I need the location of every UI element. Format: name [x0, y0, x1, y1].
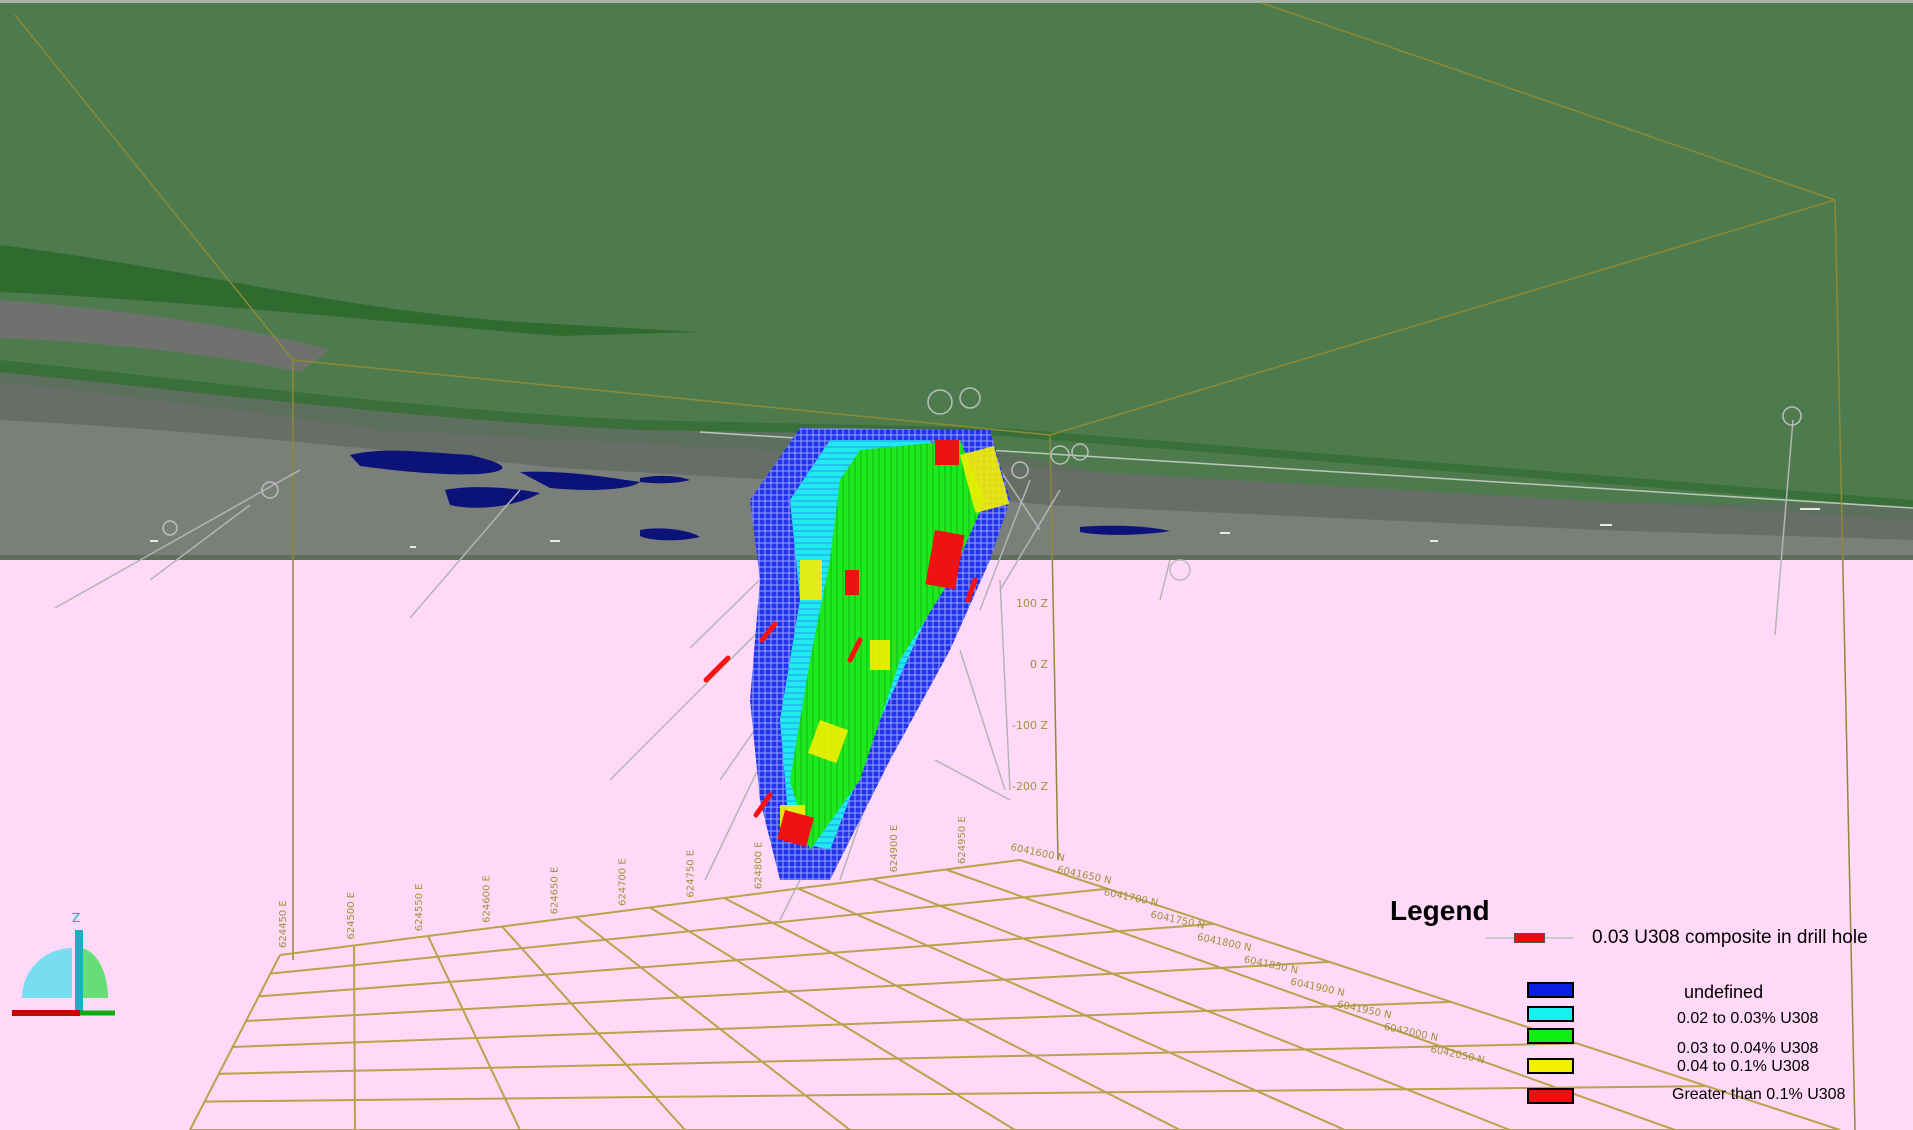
legend-swatch-green	[1527, 1028, 1574, 1044]
grid-line-ew	[245, 960, 1330, 1023]
legend-label-cyan: 0.02 to 0.03% U308	[1677, 1010, 1819, 1027]
legend-label-red: Greater than 0.1% U308	[1672, 1086, 1846, 1103]
grid-line-ew	[258, 922, 1215, 998]
easting-labels: 624450 E 624500 E 624550 E 624600 E 624650 E…	[278, 816, 968, 948]
grid-line-ew	[279, 859, 1021, 956]
grid-line-ns	[1019, 859, 1841, 1130]
easting-tick-label: 624750 E	[685, 850, 696, 898]
elevation-tick-label: 0 Z	[1030, 658, 1048, 671]
elevation-tick-label: -200 Z	[1012, 780, 1048, 793]
legend-swatch-cyan	[1527, 1006, 1574, 1022]
grid-floor	[189, 859, 1841, 1130]
grid-line-ns	[353, 945, 356, 1130]
easting-tick-label: 624500 E	[346, 892, 357, 940]
legend-label-undefined: undefined	[1684, 982, 1764, 1002]
legend-drill-label: 0.03 U308 composite in drill hole	[1592, 927, 1868, 948]
drill-composites	[703, 577, 978, 818]
grid-line-ew	[204, 1085, 1707, 1103]
grid-line-ns	[797, 887, 1346, 1130]
grid-line-ns	[871, 878, 1511, 1130]
easting-tick-label: 624450 E	[278, 900, 289, 948]
legend-swatch-yellow	[1527, 1058, 1574, 1074]
grid-line-ns	[945, 868, 1676, 1130]
easting-tick-label: 624550 E	[414, 884, 425, 932]
easting-tick-label: 624800 E	[753, 842, 764, 890]
axis-triad: Z	[12, 911, 115, 1016]
northing-tick-label: 6041650 N	[1056, 865, 1112, 887]
easting-tick-label: 624950 E	[957, 816, 968, 864]
axis-triad-z-label: Z	[72, 911, 80, 925]
elevation-labels: 100 Z 0 Z -100 Z -200 Z	[1012, 597, 1048, 793]
grid-line-ew	[270, 887, 1108, 975]
grid-line-ns	[501, 925, 686, 1130]
grid-line-ns	[427, 935, 521, 1130]
rock-unit	[0, 300, 330, 372]
grid-line-ns	[189, 954, 281, 1130]
easting-tick-label: 624900 E	[889, 825, 900, 873]
northing-tick-label: 6041850 N	[1243, 954, 1299, 976]
legend-label-green: 0.03 to 0.04% U308	[1677, 1040, 1819, 1057]
legend-swatch-red	[1527, 1088, 1574, 1104]
legend-swatch-undefined	[1527, 982, 1574, 998]
northing-tick-label: 6042000 N	[1383, 1022, 1439, 1044]
easting-tick-label: 624650 E	[550, 867, 561, 915]
northing-tick-label: 6041800 N	[1196, 932, 1252, 954]
northing-tick-label: 6042050 N	[1429, 1044, 1485, 1066]
ore-block-model	[703, 428, 1010, 880]
grid-line-ew	[218, 1042, 1577, 1075]
easting-tick-label: 624600 E	[482, 875, 493, 923]
legend-title: Legend	[1390, 895, 1490, 926]
legend-label-yellow: 0.04 to 0.1% U308	[1677, 1058, 1810, 1075]
lake	[350, 450, 1170, 541]
drill-collars	[162, 387, 1802, 581]
northing-tick-label: 6041700 N	[1103, 887, 1159, 909]
elevation-tick-label: -100 Z	[1012, 719, 1048, 732]
surface-ridge	[0, 245, 700, 336]
drill-trace-stub	[1486, 937, 1514, 939]
grid-line-ew	[232, 1000, 1451, 1048]
easting-tick-label: 624700 E	[618, 858, 629, 906]
elevation-tick-label: 100 Z	[1016, 597, 1048, 610]
drill-composite-swatch	[1514, 933, 1545, 943]
